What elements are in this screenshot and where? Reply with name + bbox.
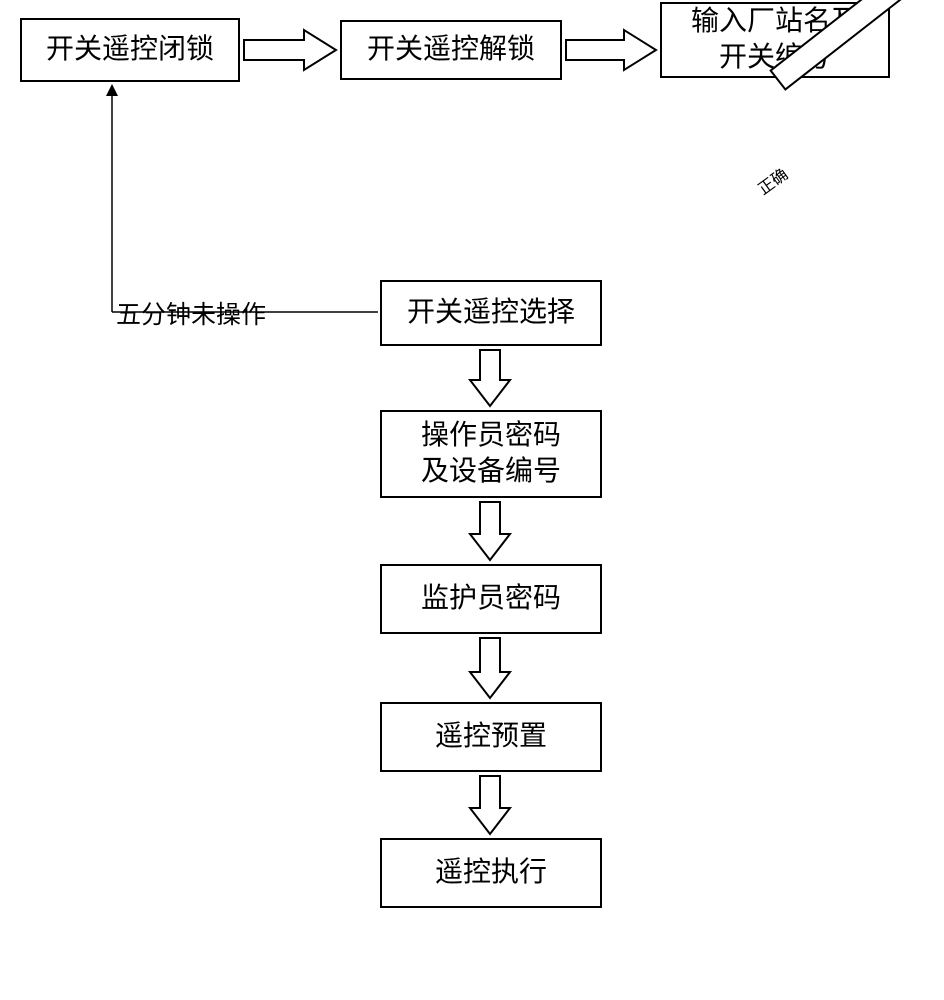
- label-timeout: 五分钟未操作: [116, 295, 266, 331]
- line-feedback: [0, 0, 944, 1000]
